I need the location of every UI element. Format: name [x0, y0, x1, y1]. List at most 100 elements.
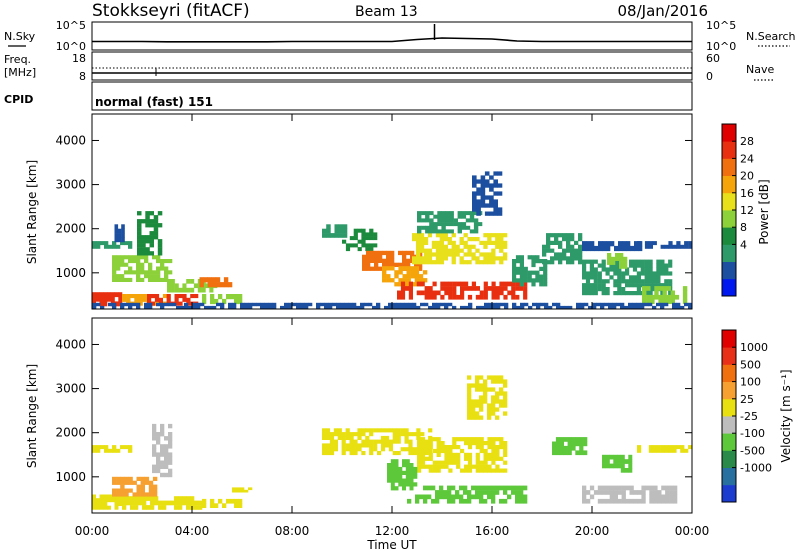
velocity-cell — [649, 490, 654, 495]
velocity-cell — [234, 503, 239, 508]
velocity-cell — [567, 450, 572, 456]
power-cell — [137, 231, 142, 236]
velocity-cell — [589, 494, 595, 500]
velocity-cell — [409, 486, 414, 491]
power-cell — [288, 305, 293, 310]
power-cell — [417, 225, 422, 230]
power-cell — [264, 302, 269, 307]
power-region — [342, 228, 378, 252]
x-tick-label: 16:00 — [475, 524, 510, 538]
velocity-cell — [428, 445, 433, 450]
power-cell — [404, 286, 410, 291]
power-cell — [338, 228, 344, 234]
power-cell — [656, 263, 661, 268]
power-cell — [211, 282, 217, 288]
velocity-cell — [435, 494, 440, 500]
power-cell — [644, 271, 649, 276]
power-cell — [582, 275, 587, 280]
velocity-cell — [467, 494, 472, 500]
velocity-cell — [333, 432, 338, 437]
power-cell — [439, 248, 444, 253]
velocity-cell — [673, 490, 678, 495]
power-cell — [558, 252, 563, 257]
power-cell — [176, 305, 181, 310]
power-cell — [199, 277, 204, 283]
power-cell — [536, 302, 541, 307]
power-cell — [662, 290, 667, 296]
velocity-cell — [128, 476, 133, 481]
power-cell — [487, 237, 492, 242]
velocity-cell — [341, 432, 346, 437]
velocity-cell — [92, 505, 96, 510]
velocity-cell — [503, 399, 508, 404]
power-cell — [589, 259, 594, 264]
velocity-cell — [107, 498, 111, 503]
power-cell — [120, 302, 125, 307]
velocity-cell — [120, 488, 125, 493]
velocity-cell — [467, 395, 472, 400]
velocity-cell — [483, 456, 488, 461]
power-cell — [622, 241, 627, 247]
power-cell — [625, 267, 630, 272]
velocity-cell — [444, 452, 449, 457]
power-cell — [304, 305, 309, 310]
power-cell — [334, 228, 339, 234]
power-cell — [374, 266, 379, 271]
velocity-cell — [384, 428, 390, 433]
power-cell — [601, 263, 606, 268]
x-tick-label: 12:00 — [375, 524, 410, 538]
velocity-cell — [601, 485, 607, 491]
power-cell — [368, 302, 373, 307]
power-cell — [491, 260, 496, 265]
power-cell — [519, 270, 524, 275]
power-cell — [128, 266, 133, 271]
velocity-cell — [653, 494, 658, 500]
power-cell — [427, 256, 433, 261]
power-cell — [157, 247, 163, 252]
velocity-cell — [361, 439, 366, 444]
power-cell — [186, 301, 191, 306]
noise-panel: N.Sky 10^5 10^0 10^5 10^0 N.Search — [4, 19, 796, 53]
velocity-cell — [160, 448, 165, 453]
velocity-cell — [487, 403, 492, 408]
velocity-region — [92, 494, 123, 510]
velocity-cell — [629, 490, 634, 495]
power-cell — [629, 275, 634, 280]
velocity-cell — [668, 445, 673, 450]
power-cell — [435, 252, 441, 257]
velocity-cell — [483, 399, 488, 404]
power-cell — [593, 283, 598, 288]
y-tick-label: 4000 — [55, 337, 86, 351]
power-cell — [419, 244, 425, 249]
velocity-cell — [396, 432, 401, 437]
power-cell — [620, 302, 625, 307]
power-cell — [477, 222, 483, 227]
power-cell — [362, 254, 367, 259]
power-cell — [493, 207, 498, 212]
power-cell — [192, 305, 197, 310]
velocity-cell — [357, 428, 362, 433]
velocity-cell — [628, 463, 633, 469]
power-cell — [656, 302, 661, 307]
cpid-value: normal (fast) 151 — [95, 95, 213, 109]
power-cell — [519, 286, 524, 291]
power-region — [637, 241, 693, 249]
power-cell — [558, 256, 563, 261]
velocity-cell — [491, 403, 496, 408]
power-cell — [145, 219, 150, 224]
power-cell — [416, 237, 421, 242]
velocity-cell — [345, 435, 350, 440]
power-cell — [423, 260, 429, 265]
velocity-cell — [108, 448, 113, 453]
power-cell — [503, 233, 508, 238]
velocity-region — [387, 459, 418, 491]
power-cell — [544, 302, 549, 307]
velocity-cell — [456, 437, 461, 442]
power-cell — [443, 237, 448, 242]
velocity-cell — [322, 443, 327, 448]
power-cell — [467, 294, 473, 300]
power-cell — [272, 305, 277, 310]
velocity-cell — [392, 432, 397, 437]
power-cell — [570, 256, 575, 261]
velocity-cell — [637, 445, 642, 450]
